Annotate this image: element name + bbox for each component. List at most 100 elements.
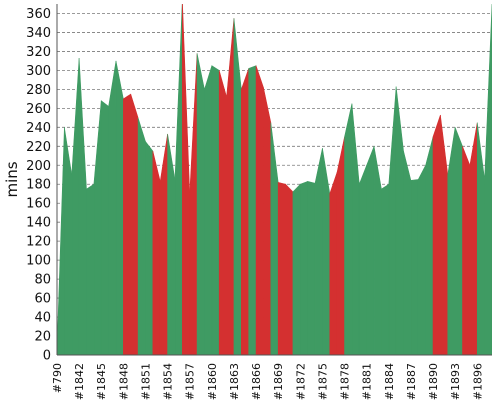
area-segment (314, 148, 323, 355)
area-segment-highlight (462, 146, 471, 355)
y-tick-label: 340 (26, 26, 51, 41)
area-segment-highlight (432, 114, 441, 355)
x-tick-label: #1854 (162, 363, 175, 400)
y-tick-label: 300 (26, 64, 51, 79)
area-segment (358, 165, 367, 355)
y-tick-label: 60 (34, 292, 51, 307)
area-segment-highlight (130, 94, 139, 355)
area-segment-highlight (226, 18, 235, 355)
y-tick-label: 220 (26, 140, 51, 155)
y-tick-label: 360 (26, 7, 51, 22)
area-segment-highlight (263, 87, 272, 355)
area-segment-highlight (182, 4, 191, 355)
area-segment (78, 58, 87, 355)
x-tick-label: #790 (51, 363, 64, 393)
y-tick-label: 0 (43, 349, 51, 364)
x-tick-label: #1848 (117, 363, 130, 400)
area-segment (93, 100, 102, 355)
y-tick-label: 100 (26, 254, 51, 269)
y-tick-label: 320 (26, 45, 51, 60)
area-segment-highlight (440, 114, 449, 355)
area-segment-highlight (123, 93, 132, 355)
x-tick-label: #1872 (294, 363, 307, 400)
area-segment (86, 183, 95, 355)
area-segment-highlight (159, 133, 168, 355)
x-tick-label: #1881 (361, 363, 374, 400)
area-segment (64, 127, 73, 355)
area-segment (211, 65, 220, 355)
area-segment (307, 181, 316, 355)
y-axis-label: mins (3, 161, 21, 197)
area-segment (71, 58, 80, 355)
area-segment (425, 136, 434, 355)
area-segment (447, 127, 456, 355)
x-tick-label: #1896 (471, 363, 484, 400)
x-tick-label: #1875 (316, 363, 329, 400)
area-segment (115, 60, 124, 355)
area-segment (351, 103, 360, 355)
area-segment (388, 86, 397, 355)
x-tick-label: #1878 (339, 363, 352, 400)
area-segment (248, 65, 257, 355)
area-segment (174, 4, 183, 355)
area-segment-highlight (329, 171, 338, 355)
x-tick-label: #1857 (184, 363, 197, 400)
y-tick-label: 120 (26, 235, 51, 250)
area-segment-highlight (152, 150, 161, 355)
area-segment-highlight (241, 68, 249, 355)
y-tick-label: 180 (26, 178, 51, 193)
area-segment (233, 18, 242, 355)
y-tick-label: 240 (26, 121, 51, 136)
x-tick-label: #1851 (139, 363, 152, 400)
y-tick-label: 160 (26, 197, 51, 212)
y-tick-label: 280 (26, 83, 51, 98)
area-segment-highlight (218, 70, 227, 355)
area-segment-highlight (469, 122, 478, 355)
area-segment (395, 86, 404, 355)
area-segment-highlight (277, 181, 286, 355)
area-segment-highlight (189, 53, 198, 355)
y-tick-label: 20 (34, 330, 51, 345)
x-tick-label: #1860 (206, 363, 219, 400)
plot-area (57, 4, 492, 355)
x-tick-label: #1845 (95, 363, 108, 400)
area-segment (167, 133, 176, 355)
area-segment (270, 122, 279, 355)
x-tick-label: #1869 (272, 363, 285, 400)
y-tick-label: 40 (34, 311, 51, 326)
area-segment-highlight (336, 136, 345, 355)
x-tick-label: #1842 (73, 363, 86, 400)
y-tick-label: 200 (26, 159, 51, 174)
x-tick-label: #1893 (449, 363, 462, 400)
area-segment (196, 53, 205, 355)
x-tick-label: #1890 (427, 363, 440, 400)
area-segment (292, 183, 301, 355)
area-segment (476, 122, 485, 355)
area-segment (417, 165, 426, 355)
x-tick-label: #1866 (250, 363, 263, 400)
area-segment (403, 150, 412, 355)
y-tick-label: 140 (26, 216, 51, 231)
x-tick-label: #1884 (383, 363, 396, 400)
area-segment (300, 180, 308, 355)
area-segment (137, 117, 146, 355)
y-tick-label: 80 (34, 273, 51, 288)
area-segment (373, 146, 382, 355)
area-segment (344, 103, 353, 355)
area-segment (204, 65, 213, 355)
area-segment (322, 148, 331, 355)
area-segment (100, 100, 109, 355)
x-tick-label: #1863 (228, 363, 241, 400)
x-tick-label: #1887 (405, 363, 418, 400)
area-segment-highlight (255, 65, 264, 355)
y-tick-label: 260 (26, 102, 51, 117)
area-segment (108, 60, 117, 355)
area-segment (145, 140, 154, 355)
area-segment (381, 183, 390, 355)
area-segment (454, 127, 463, 355)
area-segment (366, 146, 375, 355)
area-segment (484, 4, 492, 355)
area-segment-highlight (285, 183, 294, 355)
